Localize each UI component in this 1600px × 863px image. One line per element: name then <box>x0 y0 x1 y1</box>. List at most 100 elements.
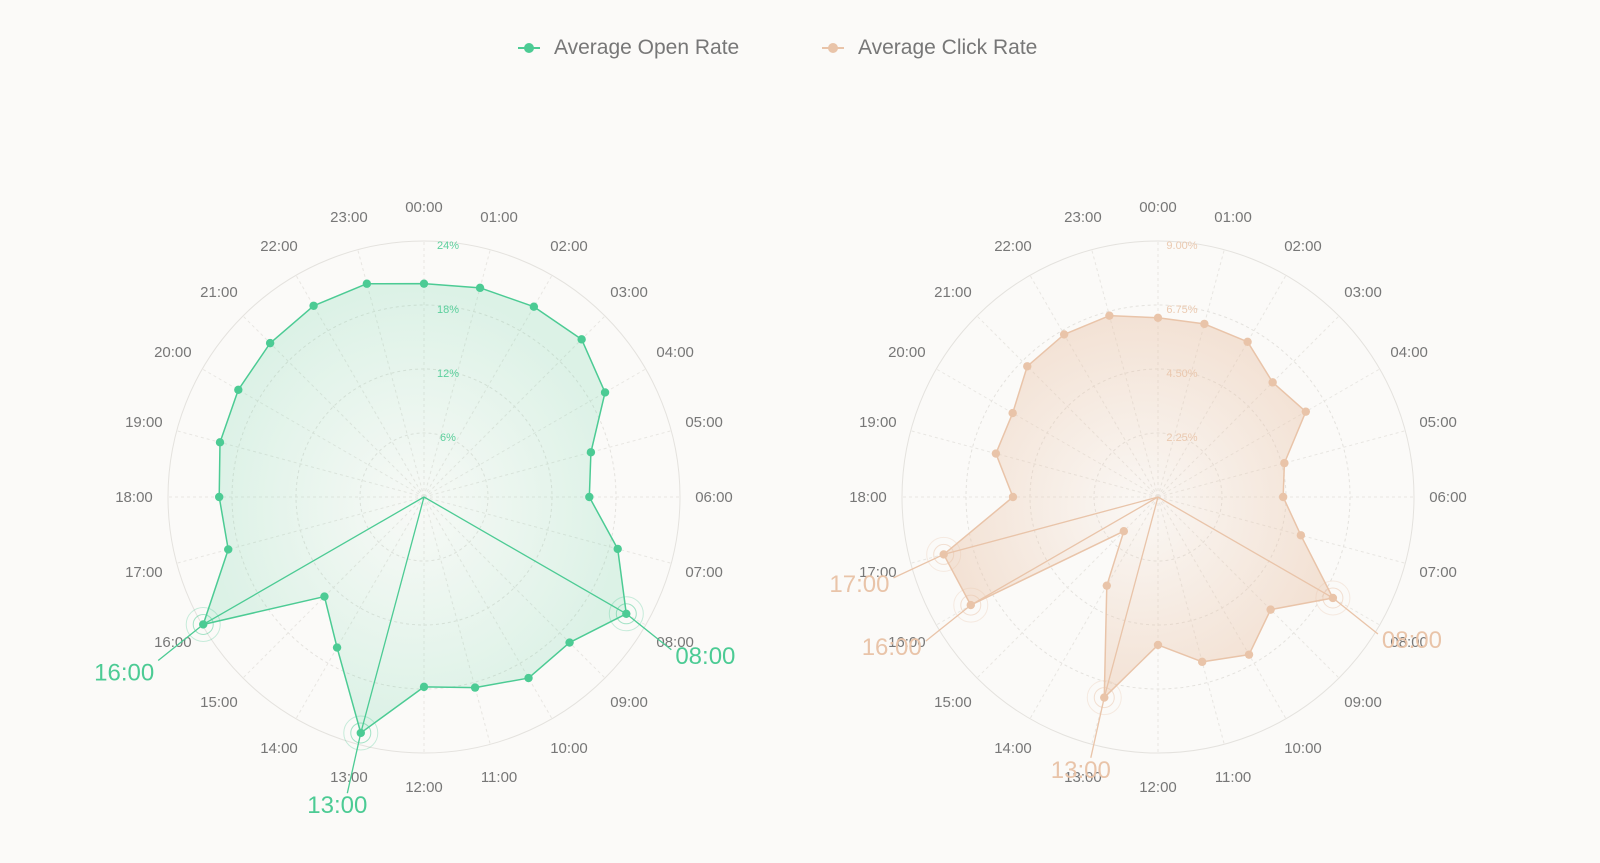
category-label: 11:00 <box>481 769 517 786</box>
radial-tick-label: 24% <box>437 240 459 252</box>
data-point[interactable] <box>1100 693 1109 702</box>
highlight-halo <box>960 594 982 616</box>
chart-legend: Average Open Rate Average Click Rate <box>0 36 1600 66</box>
category-label: 15:00 <box>200 694 238 711</box>
category-label: 21:00 <box>200 284 238 301</box>
highlight-halo <box>1086 680 1122 716</box>
category-label: 02:00 <box>1284 238 1322 255</box>
data-point[interactable] <box>1278 492 1288 502</box>
category-label: 04:00 <box>1390 344 1428 361</box>
highlight-halo <box>343 715 379 751</box>
data-point[interactable] <box>1119 526 1129 536</box>
data-point[interactable] <box>1301 407 1311 416</box>
category-label: 22:00 <box>994 238 1032 255</box>
legend-item-click-rate[interactable]: Average Click Rate <box>822 36 1037 60</box>
highlight-halo <box>185 606 221 642</box>
category-label: 09:00 <box>1344 694 1382 711</box>
data-point[interactable] <box>1008 408 1017 418</box>
data-point[interactable] <box>1200 319 1209 329</box>
legend-marker-dot <box>828 43 838 53</box>
category-label: 23:00 <box>330 209 368 226</box>
data-point[interactable] <box>362 279 372 288</box>
series-area <box>202 282 628 734</box>
data-point[interactable] <box>1008 492 1018 502</box>
data-point[interactable] <box>1153 640 1163 650</box>
data-point[interactable] <box>585 492 594 502</box>
data-point[interactable] <box>234 385 243 394</box>
data-point[interactable] <box>1023 362 1032 371</box>
data-point[interactable] <box>1197 657 1207 667</box>
data-point[interactable] <box>1268 378 1277 387</box>
highlight-halo <box>926 536 962 572</box>
data-point[interactable] <box>1280 458 1289 468</box>
data-point[interactable] <box>529 302 539 311</box>
highlight-spoke <box>360 496 425 734</box>
data-point[interactable] <box>470 683 480 692</box>
category-label: 01:00 <box>1214 209 1252 226</box>
legend-marker-dot <box>524 43 534 53</box>
highlight-spoke <box>202 496 425 626</box>
highlight-halo <box>615 603 637 625</box>
highlight-halo <box>1093 687 1115 709</box>
data-point[interactable] <box>613 544 622 554</box>
data-point[interactable] <box>475 283 485 293</box>
data-point[interactable] <box>309 301 318 310</box>
category-label: 23:00 <box>1064 209 1102 226</box>
radial-tick-label: 9.00% <box>1166 240 1197 252</box>
data-point[interactable] <box>1153 313 1163 322</box>
category-label: 19:00 <box>125 414 163 431</box>
data-point[interactable] <box>265 338 275 348</box>
highlight-label: 08:00 <box>675 643 735 670</box>
data-point[interactable] <box>991 449 1001 458</box>
radial-tick-label: 6.75% <box>1166 304 1197 316</box>
data-point[interactable] <box>419 682 429 692</box>
category-label: 11:00 <box>1215 769 1251 786</box>
data-point[interactable] <box>224 545 233 554</box>
category-label: 18:00 <box>849 489 887 506</box>
data-point[interactable] <box>419 279 429 288</box>
category-label: 06:00 <box>695 489 733 506</box>
highlight-label: 16:00 <box>94 659 154 686</box>
highlight-label: 13:00 <box>1051 757 1111 784</box>
data-point[interactable] <box>600 388 610 397</box>
highlight-halo <box>608 596 644 632</box>
data-point[interactable] <box>215 492 224 502</box>
highlight-label: 13:00 <box>307 792 367 819</box>
data-point[interactable] <box>1266 605 1275 614</box>
category-label: 05:00 <box>1419 414 1457 431</box>
category-label: 00:00 <box>1139 199 1177 216</box>
highlight-spoke <box>943 496 1159 556</box>
category-label: 20:00 <box>888 344 926 361</box>
data-point[interactable] <box>586 448 596 457</box>
category-label: 05:00 <box>685 414 723 431</box>
category-label: 12:00 <box>405 779 443 796</box>
category-label: 10:00 <box>1284 740 1322 757</box>
category-label: 16:00 <box>888 634 926 651</box>
data-point[interactable] <box>577 335 586 344</box>
highlight-halo <box>1315 580 1351 616</box>
legend-item-open-rate[interactable]: Average Open Rate <box>518 36 739 60</box>
data-point[interactable] <box>320 592 329 601</box>
data-point[interactable] <box>1059 330 1069 339</box>
highlight-halo <box>933 543 955 565</box>
category-label: 12:00 <box>1139 779 1177 796</box>
data-point[interactable] <box>1296 531 1306 540</box>
data-point[interactable] <box>332 643 342 652</box>
highlight-spoke <box>423 496 627 615</box>
category-label: 22:00 <box>260 238 298 255</box>
category-label: 07:00 <box>1419 564 1457 581</box>
grid-ring <box>167 240 681 754</box>
data-point[interactable] <box>215 438 225 447</box>
data-point[interactable] <box>524 673 533 683</box>
data-point[interactable] <box>1243 337 1252 347</box>
data-point[interactable] <box>565 638 574 647</box>
callout-line <box>1332 597 1379 635</box>
data-point[interactable] <box>1244 650 1254 659</box>
data-point[interactable] <box>1105 311 1114 320</box>
category-label: 14:00 <box>994 740 1032 757</box>
category-label: 01:00 <box>480 209 518 226</box>
legend-marker-icon <box>518 38 540 58</box>
category-label: 21:00 <box>934 284 972 301</box>
data-point[interactable] <box>1102 581 1112 590</box>
